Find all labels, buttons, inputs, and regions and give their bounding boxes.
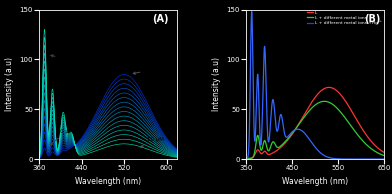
X-axis label: Wavelength (nm): Wavelength (nm) [282,177,348,186]
Text: 10 μM: 10 μM [141,137,164,147]
Text: (A): (A) [152,14,169,24]
Y-axis label: Intensity (a.u): Intensity (a.u) [212,57,221,111]
Text: 10 μM: 10 μM [51,55,77,62]
X-axis label: Wavelength (nm): Wavelength (nm) [75,177,141,186]
Text: 0 μM: 0 μM [50,129,74,145]
Text: 0 μM: 0 μM [133,67,159,74]
Legend: L, L + different metal ions, L + different metal ions +Hg²⁺: L, L + different metal ions, L + differe… [305,9,383,27]
Y-axis label: Intensity (a.u): Intensity (a.u) [5,57,14,111]
Text: (B): (B) [364,14,380,24]
